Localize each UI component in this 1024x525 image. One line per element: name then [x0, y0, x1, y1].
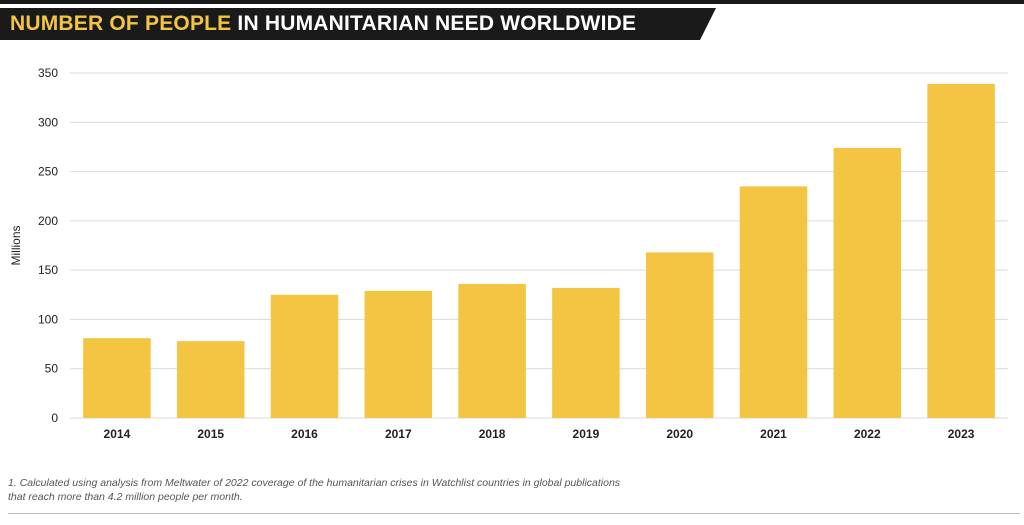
chart-title: NUMBER OF PEOPLE IN HUMANITARIAN NEED WO…: [10, 8, 636, 40]
title-banner-background: [0, 8, 716, 40]
x-tick-label: 2019: [573, 427, 600, 441]
x-tick-label: 2014: [104, 427, 131, 441]
x-tick-label: 2022: [854, 427, 881, 441]
title-highlight: NUMBER OF PEOPLE: [10, 12, 232, 35]
bar: [176, 341, 245, 418]
x-tick-label: 2020: [666, 427, 693, 441]
bar: [364, 290, 433, 418]
y-axis-label: Millions: [9, 225, 23, 265]
title-rest: IN HUMANITARIAN NEED WORLDWIDE: [231, 12, 637, 35]
bar: [739, 186, 808, 418]
x-tick-label: 2015: [197, 427, 224, 441]
y-tick-label: 100: [38, 312, 58, 326]
y-tick-label: 0: [51, 411, 58, 425]
x-tick-label: 2021: [760, 427, 787, 441]
bar: [927, 83, 995, 418]
x-tick-label: 2016: [291, 427, 318, 441]
bar-chart: 0 50 100 150 200 250 300 350 Millions 2014 2015 201…: [9, 66, 1008, 441]
y-tick-label: 250: [38, 165, 58, 179]
x-tick-label: 2023: [948, 427, 975, 441]
y-tick-label: 200: [38, 214, 58, 228]
top-rule: [0, 0, 1024, 4]
x-tick-label: 2018: [479, 427, 506, 441]
y-tick-label: 150: [38, 263, 58, 277]
bar: [458, 283, 526, 418]
footnote-line-2: that reach more than 4.2 million people …: [8, 491, 243, 503]
bar: [270, 294, 339, 418]
bar: [645, 252, 714, 418]
footnote-line-1: 1. Calculated using analysis from Meltwa…: [8, 477, 621, 489]
y-tick-label: 300: [38, 115, 58, 129]
bar: [83, 338, 151, 418]
footnote: 1. Calculated using analysis from Meltwa…: [8, 476, 708, 504]
y-tick-label: 350: [38, 66, 58, 80]
bar: [552, 287, 620, 418]
y-tick-label: 50: [45, 362, 59, 376]
x-tick-label: 2017: [385, 427, 412, 441]
title-banner: NUMBER OF PEOPLE IN HUMANITARIAN NEED WO…: [0, 8, 1024, 40]
bar: [833, 147, 902, 418]
bottom-rule: [8, 513, 1020, 514]
